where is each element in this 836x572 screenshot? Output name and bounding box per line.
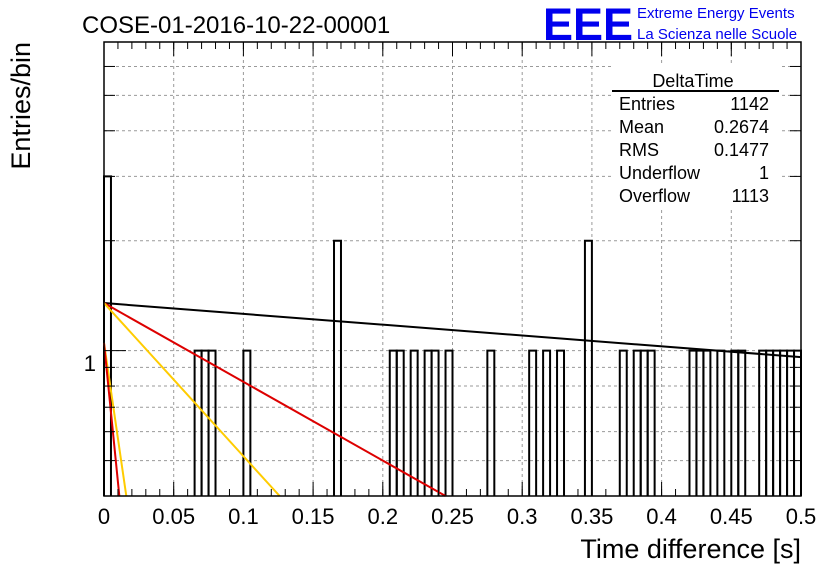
fit-line [103,342,121,497]
histogram-bar [632,349,642,496]
eee-logo-mark: EEE [543,0,633,50]
x-tick-label: 0 [98,504,110,529]
histogram-bar [486,349,496,496]
histogram-bar [409,349,419,496]
x-tick-label: 0.25 [431,504,474,529]
histogram-bar [793,349,802,496]
histogram-bar [193,349,203,496]
histogram-bar [765,349,775,496]
fit-line [103,342,128,497]
stats-row-value: 1142 [730,94,769,114]
histogram-bar [618,349,628,496]
x-tick-label: 0.2 [368,504,399,529]
fit-line [103,302,802,359]
histogram-bar [388,349,398,496]
axis-ticks [103,42,802,496]
x-tick-label: 0.3 [507,504,538,529]
histogram-bar [730,349,740,496]
histogram-bar [200,349,210,496]
eee-logo-line2: La Scienza nelle Scuole [637,26,797,43]
histogram-bar [395,349,405,496]
stats-box-background [612,66,779,208]
histogram-bar [716,349,726,496]
stats-box: DeltaTime Entries 1142 Mean 0.2674 RMS 0.1477… [612,66,779,208]
stats-row-label: Underflow [619,163,701,183]
histogram-bar [103,175,112,496]
x-tick-labels: 0 0.05 0.1 0.15 0.2 0.25 0.3 0.35 0.4 0.45 0.5 [98,504,816,529]
stats-row-value: 0.2674 [714,117,769,137]
x-tick-label: 0.5 [786,504,817,529]
histogram-bar [528,349,538,496]
x-tick-label: 0.1 [228,504,259,529]
histogram-bars [103,175,802,496]
histogram-bar [207,349,217,496]
histogram-bar [242,349,252,496]
stats-row-label: Mean [619,117,664,137]
histogram-bar [737,349,747,496]
histogram-bar [639,349,649,496]
stats-box-title: DeltaTime [652,71,733,91]
stats-row-label: Overflow [619,186,691,206]
stats-row-value: 1113 [732,186,769,206]
histogram-bar [430,349,440,496]
y-axis-label: Entries/bin [6,42,36,170]
histogram-bar [695,349,705,496]
x-tick-label: 0.45 [710,504,753,529]
stats-row-label: RMS [619,140,659,160]
x-tick-label: 0.35 [570,504,613,529]
x-axis-label: Time difference [s] [580,534,801,564]
stats-row-value: 1 [759,163,769,183]
histogram-bar [786,349,796,496]
histogram-bar [542,349,552,496]
eee-logo: EEE Extreme Energy Events La Scienza nel… [543,0,797,50]
histogram-bar [772,349,782,496]
histogram-bar [444,349,454,496]
histogram-bar [333,239,342,496]
run-title: COSE-01-2016-10-22-00001 [82,12,390,39]
y-tick-label-1: 1 [84,351,96,376]
histogram-bar [583,239,593,496]
histogram-bar [556,349,566,496]
histogram-bar [779,349,789,496]
x-tick-label: 0.05 [152,504,195,529]
x-tick-label: 0.15 [292,504,335,529]
histogram-bar [646,349,656,496]
fit-line [103,302,281,497]
stats-row-label: Entries [619,94,675,114]
histogram-bar [688,349,698,496]
eee-logo-line1: Extreme Energy Events [637,5,795,22]
fit-lines [103,302,802,497]
histogram-bar [423,349,433,496]
stats-row-value: 0.1477 [714,140,769,160]
x-tick-label: 0.4 [646,504,677,529]
histogram-bar [702,349,712,496]
fit-line [103,302,447,497]
histogram-bar [758,349,768,496]
